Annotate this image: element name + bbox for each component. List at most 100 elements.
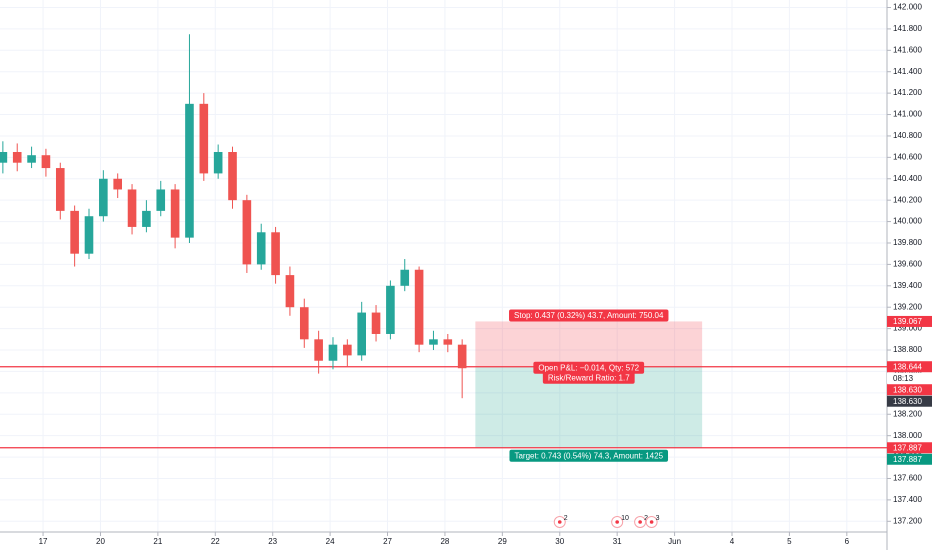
candle-body xyxy=(55,168,65,211)
x-tick-label: 6 xyxy=(845,537,850,546)
event-label: 2 xyxy=(644,515,648,522)
y-tick-label: 137.200 xyxy=(893,516,922,525)
x-tick-label: 31 xyxy=(613,537,622,546)
candle-body xyxy=(256,232,266,265)
candle-body xyxy=(84,216,94,254)
y-tick-label: 141.600 xyxy=(893,45,922,54)
x-tick-label: 5 xyxy=(787,537,792,546)
price-tag-label: 138.630 xyxy=(893,385,922,394)
ratio-label: Risk/Reward Ratio: 1.7 xyxy=(548,373,630,382)
y-tick-label: 141.200 xyxy=(893,88,922,97)
y-tick-label: 140.800 xyxy=(893,131,922,140)
y-tick-label: 141.000 xyxy=(893,110,922,119)
stop-label-bg xyxy=(509,309,669,322)
candle-body xyxy=(371,312,381,334)
price-tag xyxy=(887,395,932,407)
price-tag xyxy=(887,442,932,454)
stop-label: Stop: 0.437 (0.32%) 43.7, Amount: 750.04 xyxy=(514,311,664,320)
x-tick-label: 20 xyxy=(96,537,105,546)
candle-body xyxy=(127,189,137,227)
x-tick-label: 21 xyxy=(153,537,162,546)
y-tick-label: 139.800 xyxy=(893,238,922,247)
candle-body xyxy=(113,178,122,190)
candle-body xyxy=(386,285,395,334)
candle-body xyxy=(0,152,8,163)
x-tick-label: 22 xyxy=(211,537,220,546)
candle-body xyxy=(414,269,424,345)
y-tick-label: 139.000 xyxy=(893,324,922,333)
y-tick-label: 141.800 xyxy=(893,24,922,33)
candle-body xyxy=(27,155,36,163)
candle-body xyxy=(99,178,108,217)
candle-body xyxy=(142,210,151,227)
price-tag-label: 138.644 xyxy=(893,362,922,371)
candle-body xyxy=(12,152,22,163)
y-tick-label: 138.200 xyxy=(893,409,922,418)
y-tick-label: 139.200 xyxy=(893,302,922,311)
candle-body xyxy=(328,344,338,361)
event-label: 3 xyxy=(656,515,660,522)
stop-zone xyxy=(475,321,703,367)
y-tick-label: 138.000 xyxy=(893,431,922,440)
price-tag xyxy=(887,372,932,384)
candle-body xyxy=(400,269,410,286)
x-tick-label: 24 xyxy=(326,537,335,546)
candle-body xyxy=(271,232,280,276)
candle-body xyxy=(343,344,352,356)
ratio-label-bg xyxy=(542,371,635,384)
candle-body xyxy=(156,189,166,211)
event-dot xyxy=(649,520,654,524)
candle-body xyxy=(170,189,180,238)
event-dot xyxy=(557,520,562,524)
y-tick-label: 140.600 xyxy=(893,152,922,161)
x-tick-label: Jun xyxy=(668,537,681,546)
candle-body xyxy=(70,210,79,254)
pnl-label-bg xyxy=(533,361,645,374)
y-tick-label: 141.400 xyxy=(893,67,922,76)
pnl-label: Open P&L: −0.014, Qty: 572 xyxy=(538,363,639,372)
price-tag xyxy=(887,361,932,373)
candle-body xyxy=(41,155,51,169)
price-tag-label: 139.067 xyxy=(893,317,922,326)
event-label: 2 xyxy=(564,515,568,522)
x-tick-label: 17 xyxy=(39,537,48,546)
x-tick-label: 29 xyxy=(498,537,507,546)
candle-body xyxy=(357,312,366,356)
price-tag-label: 137.887 xyxy=(893,443,922,452)
candle-body xyxy=(299,307,309,340)
price-tag-label: 138.630 xyxy=(893,397,922,406)
y-tick-label: 137.600 xyxy=(893,474,922,483)
y-tick-label: 139.400 xyxy=(893,281,922,290)
x-tick-label: 23 xyxy=(268,537,277,546)
target-label-bg xyxy=(509,449,669,462)
y-tick-label: 139.600 xyxy=(893,260,922,269)
candle-body xyxy=(429,339,438,345)
candle-body xyxy=(285,275,295,308)
target-label: Target: 0.743 (0.54%) 74.3, Amount: 1425 xyxy=(514,451,663,460)
x-tick-label: 28 xyxy=(440,537,449,546)
y-tick-label: 140.200 xyxy=(893,195,922,204)
price-tag-label: 137.887 xyxy=(893,455,922,464)
x-tick-label: 4 xyxy=(730,537,735,546)
candle-body xyxy=(242,200,252,265)
candle-body xyxy=(185,103,194,238)
candle-body xyxy=(213,152,223,174)
y-tick-label: 140.400 xyxy=(893,174,922,183)
event-dot xyxy=(615,520,619,524)
price-tag xyxy=(887,384,932,396)
event-dot xyxy=(638,520,642,524)
candle-body xyxy=(199,103,209,174)
price-tag xyxy=(887,453,932,465)
x-tick-label: 27 xyxy=(383,537,392,546)
y-tick-label: 138.800 xyxy=(893,345,922,354)
y-tick-label: 142.000 xyxy=(893,3,922,12)
y-tick-label: 140.000 xyxy=(893,217,922,226)
price-tag xyxy=(887,315,932,327)
candle-body xyxy=(443,339,453,345)
y-tick-label: 137.400 xyxy=(893,495,922,504)
candle-body xyxy=(457,344,467,369)
event-label: 10 xyxy=(621,515,629,522)
